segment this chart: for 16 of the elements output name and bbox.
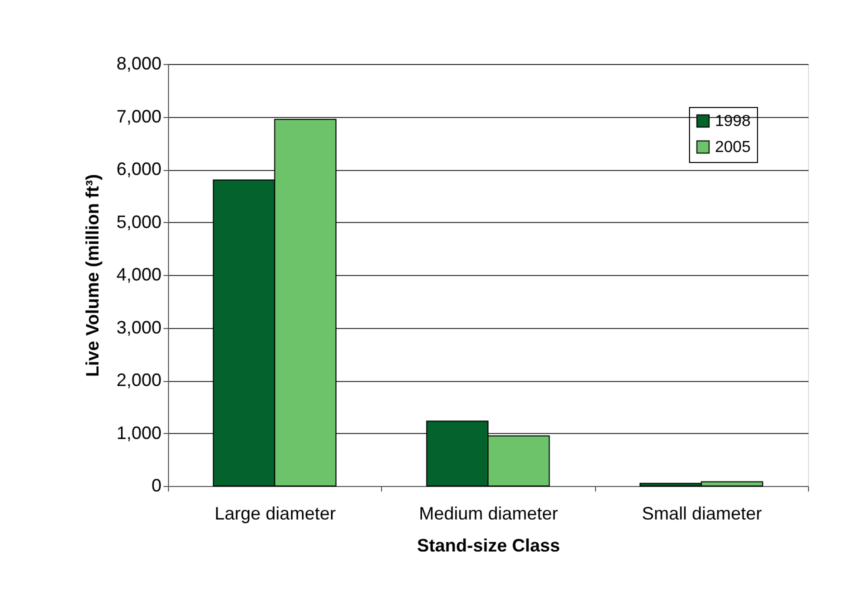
y-tick-label: 3,000: [116, 317, 162, 338]
x-tick-label: Large diameter: [214, 504, 336, 524]
legend-label: 1998: [715, 113, 751, 130]
y-tick-label: 8,000: [116, 54, 162, 74]
x-axis-title: Stand-size Class: [416, 536, 560, 556]
x-tick-label: Small diameter: [642, 504, 762, 524]
y-tick-label: 1,000: [116, 422, 162, 443]
y-tick-label: 2,000: [116, 370, 162, 390]
y-tick-label: 4,000: [116, 264, 162, 284]
y-tick-label: 0: [151, 476, 162, 496]
y-tick-label: 7,000: [116, 106, 162, 126]
y-tick-label: 6,000: [116, 159, 162, 179]
legend-label: 2005: [715, 139, 751, 156]
y-axis-title: Live Volume (million ft³): [82, 174, 102, 377]
x-tick-label: Medium diameter: [418, 504, 558, 524]
y-tick-label: 5,000: [116, 212, 162, 232]
